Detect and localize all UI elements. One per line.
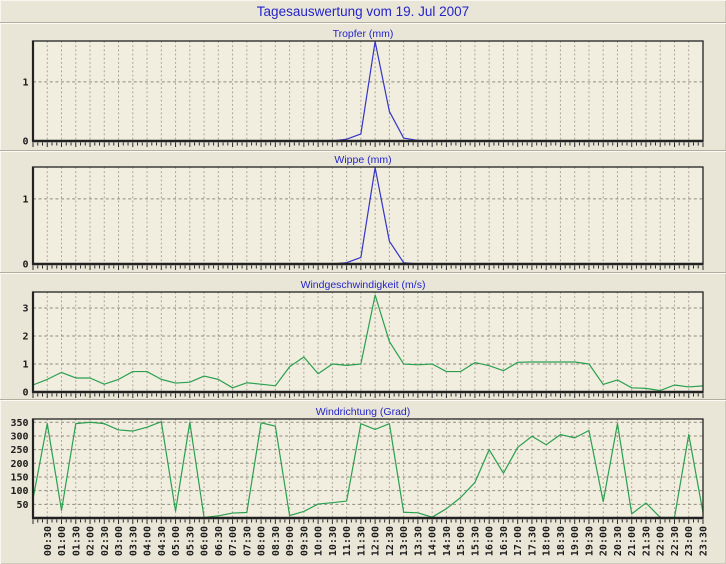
svg-text:04:30: 04:30 — [157, 526, 168, 556]
chart-title-windrichtung: Windrichtung (Grad) — [315, 406, 411, 418]
svg-text:200: 200 — [10, 459, 28, 470]
svg-text:13:30: 13:30 — [413, 526, 424, 556]
svg-text:17:30: 17:30 — [527, 526, 538, 556]
svg-text:05:00: 05:00 — [171, 526, 182, 556]
svg-text:23:00: 23:00 — [684, 526, 695, 556]
svg-text:16:30: 16:30 — [499, 526, 510, 556]
chart-windgeschwindigkeit: Windgeschwindigkeit (m/s) 0 1 2 3 — [0, 279, 726, 398]
svg-text:12:00: 12:00 — [371, 526, 382, 556]
svg-text:20:00: 20:00 — [599, 526, 610, 556]
svg-text:23:30: 23:30 — [699, 526, 710, 556]
svg-text:07:30: 07:30 — [242, 526, 253, 556]
svg-text:16:00: 16:00 — [485, 526, 496, 556]
svg-text:21:30: 21:30 — [641, 526, 652, 556]
svg-text:12:30: 12:30 — [385, 526, 396, 556]
svg-text:03:30: 03:30 — [128, 526, 139, 556]
svg-text:1: 1 — [22, 77, 28, 88]
svg-text:19:30: 19:30 — [584, 526, 595, 556]
svg-text:11:30: 11:30 — [356, 526, 367, 556]
svg-text:15:00: 15:00 — [456, 526, 467, 556]
svg-text:250: 250 — [10, 445, 28, 456]
page-title: Tagesauswertung vom 19. Jul 2007 — [256, 4, 470, 19]
svg-text:03:00: 03:00 — [114, 526, 125, 556]
svg-text:10:00: 10:00 — [314, 526, 325, 556]
svg-text:09:30: 09:30 — [299, 526, 310, 556]
svg-text:02:30: 02:30 — [100, 526, 111, 556]
svg-text:01:00: 01:00 — [57, 526, 68, 556]
svg-text:08:30: 08:30 — [271, 526, 282, 556]
chart-title-tropfer: Tropfer (mm) — [332, 28, 394, 40]
svg-text:100: 100 — [10, 486, 28, 497]
svg-text:15:30: 15:30 — [470, 526, 481, 556]
chart-title-windgeschwindigkeit: Windgeschwindigkeit (m/s) — [300, 279, 426, 291]
svg-text:13:00: 13:00 — [399, 526, 410, 556]
svg-text:20:30: 20:30 — [613, 526, 624, 556]
svg-text:150: 150 — [10, 472, 28, 483]
svg-text:01:30: 01:30 — [71, 526, 82, 556]
svg-text:06:00: 06:00 — [200, 526, 211, 556]
svg-text:10:30: 10:30 — [328, 526, 339, 556]
svg-text:300: 300 — [10, 431, 28, 442]
svg-text:21:00: 21:00 — [627, 526, 638, 556]
windgeschwindigkeit-plot: 0 1 2 3 — [22, 291, 704, 399]
svg-text:19:00: 19:00 — [570, 526, 581, 556]
svg-text:3: 3 — [22, 303, 28, 314]
tropfer-plot: 01 — [22, 40, 704, 148]
header-divider — [0, 22, 726, 24]
svg-text:04:00: 04:00 — [143, 526, 154, 556]
svg-text:18:00: 18:00 — [542, 526, 553, 556]
svg-text:1: 1 — [22, 194, 28, 205]
svg-text:50: 50 — [16, 500, 28, 511]
section-divider — [0, 150, 726, 152]
svg-text:0: 0 — [22, 137, 28, 148]
svg-text:0: 0 — [22, 388, 28, 399]
svg-text:22:00: 22:00 — [656, 526, 667, 556]
svg-text:06:30: 06:30 — [214, 526, 225, 556]
section-divider — [0, 399, 726, 401]
svg-text:11:00: 11:00 — [342, 526, 353, 556]
svg-text:22:30: 22:30 — [670, 526, 681, 556]
svg-text:350: 350 — [10, 418, 28, 429]
svg-text:07:00: 07:00 — [228, 526, 239, 556]
wippe-plot: 01 — [22, 166, 704, 271]
svg-text:18:30: 18:30 — [556, 526, 567, 556]
svg-text:00:30: 00:30 — [43, 526, 54, 556]
svg-text:2: 2 — [22, 331, 28, 342]
svg-text:08:00: 08:00 — [257, 526, 268, 556]
section-divider — [0, 272, 726, 274]
svg-text:02:00: 02:00 — [86, 526, 97, 556]
chart-windrichtung: Windrichtung (Grad) 50 100 150 200 250 300 350… — [0, 406, 726, 564]
svg-text:17:00: 17:00 — [513, 526, 524, 556]
svg-text:1: 1 — [22, 359, 28, 370]
svg-text:14:00: 14:00 — [428, 526, 439, 556]
svg-text:14:30: 14:30 — [442, 526, 453, 556]
chart-title-wippe: Wippe (mm) — [334, 154, 392, 166]
svg-text:05:30: 05:30 — [185, 526, 196, 556]
windrichtung-plot: 50 100 150 200 250 300 350 00:30 01:00 01:30 02:00… — [10, 418, 710, 556]
svg-text:0: 0 — [22, 260, 28, 271]
svg-text:09:00: 09:00 — [285, 526, 296, 556]
